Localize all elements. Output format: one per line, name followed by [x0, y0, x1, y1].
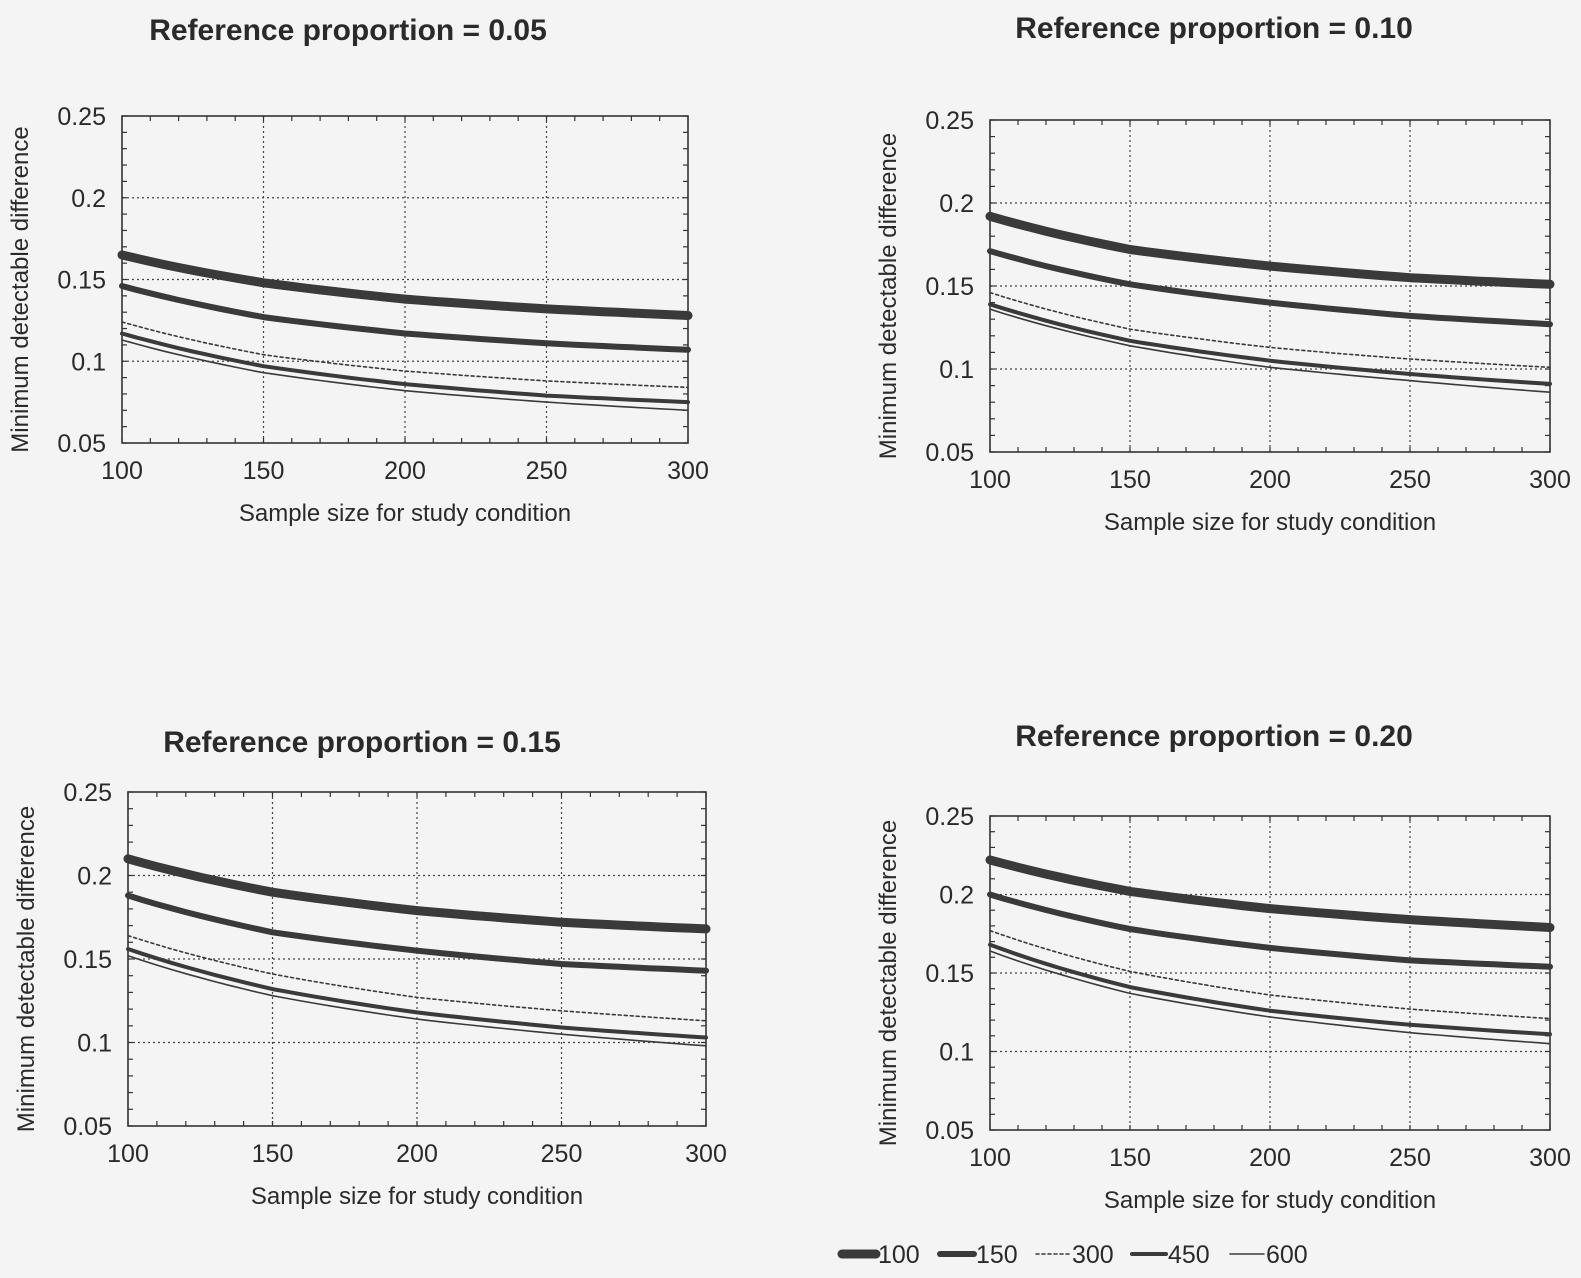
legend: 100 150 300 450 600	[837, 1241, 1308, 1269]
y-tick-label: 0.1	[71, 348, 106, 376]
x-tick-label: 100	[107, 1140, 149, 1168]
series-line-450	[126, 947, 708, 1040]
y-tick-label: 0.05	[925, 1117, 974, 1145]
chart-panel-1: Reference proportion = 0.05 100 150 200 250 3…	[7, 14, 709, 527]
x-tick-label: 100	[969, 1144, 1011, 1172]
chart-panel-2: Reference proportion = 0.10 100 150 200 250 3…	[875, 12, 1571, 536]
y-tick-label: 0.05	[63, 1113, 112, 1141]
legend-label-600: 600	[1266, 1241, 1308, 1269]
x-tick-label: 100	[969, 466, 1011, 494]
series-line-150	[987, 248, 1553, 328]
y-axis-label: Minimum detectable difference	[7, 126, 34, 452]
chart-title: Reference proportion = 0.10	[1015, 12, 1413, 45]
chart-panel-3: Reference proportion = 0.15 100 150 200 250 3…	[13, 726, 727, 1210]
x-axis-label: Sample size for study condition	[1104, 1187, 1436, 1214]
chart-title: Reference proportion = 0.15	[163, 726, 561, 759]
series-line-600	[989, 950, 1551, 1045]
y-tick-label: 0.2	[77, 863, 112, 891]
x-tick-label: 250	[1389, 1144, 1431, 1172]
x-tick-label: 250	[526, 457, 568, 485]
series-line-100	[123, 854, 711, 934]
y-tick-label: 0.2	[939, 190, 974, 218]
y-tick-label: 0.25	[925, 803, 974, 831]
series-line-150	[987, 891, 1553, 970]
x-axis-label: Sample size for study condition	[251, 1183, 583, 1210]
series-line-150	[119, 283, 691, 353]
y-tick-label: 0.05	[57, 430, 106, 458]
series-line-600	[121, 339, 689, 412]
chart-title: Reference proportion = 0.05	[149, 14, 547, 47]
x-tick-label: 200	[396, 1140, 438, 1168]
y-tick-label: 0.2	[71, 185, 106, 213]
x-tick-label: 200	[1249, 466, 1291, 494]
x-tick-label: 300	[1529, 466, 1571, 494]
series-line-600	[989, 308, 1551, 393]
y-tick-label: 0.1	[939, 356, 974, 384]
y-tick-label: 0.1	[939, 1039, 974, 1067]
x-tick-label: 150	[243, 457, 285, 485]
y-tick-label: 0.05	[925, 439, 974, 467]
series-line-450	[120, 331, 690, 405]
series-line-100	[117, 250, 693, 320]
x-tick-label: 300	[685, 1140, 727, 1168]
y-tick-label: 0.15	[63, 946, 112, 974]
x-axis-label: Sample size for study condition	[1104, 509, 1436, 536]
chart-panel-4: Reference proportion = 0.20 100 150 200 250 3…	[875, 720, 1571, 1214]
series-line-100	[985, 855, 1555, 932]
x-tick-label: 250	[541, 1140, 583, 1168]
series-line-450	[988, 302, 1552, 386]
series-line-300	[989, 929, 1551, 1020]
x-tick-label: 300	[1529, 1144, 1571, 1172]
y-axis-label: Minimum detectable difference	[875, 820, 902, 1146]
y-tick-label: 0.25	[63, 779, 112, 807]
y-tick-label: 0.15	[925, 273, 974, 301]
series-line-600	[127, 954, 707, 1047]
x-tick-label: 200	[1249, 1144, 1291, 1172]
x-tick-label: 150	[1109, 1144, 1151, 1172]
y-tick-label: 0.15	[57, 267, 106, 295]
x-tick-label: 100	[101, 457, 143, 485]
x-tick-label: 250	[1389, 466, 1431, 494]
x-tick-label: 150	[1109, 466, 1151, 494]
x-axis-label: Sample size for study condition	[239, 500, 571, 527]
series-line-450	[988, 942, 1552, 1037]
y-axis-label: Minimum detectable difference	[875, 133, 902, 459]
y-tick-label: 0.25	[925, 107, 974, 135]
legend-label-450: 450	[1168, 1241, 1210, 1269]
legend-label-300: 300	[1072, 1241, 1114, 1269]
series-line-150	[125, 892, 709, 974]
x-tick-label: 150	[252, 1140, 294, 1168]
chart-title: Reference proportion = 0.20	[1015, 720, 1413, 753]
series-line-300	[127, 934, 707, 1022]
y-tick-label: 0.2	[939, 882, 974, 910]
x-tick-label: 200	[384, 457, 426, 485]
y-tick-label: 0.15	[925, 960, 974, 988]
legend-label-150: 150	[976, 1241, 1018, 1269]
series-line-300	[989, 291, 1551, 369]
series-line-100	[985, 211, 1555, 289]
y-axis-label: Minimum detectable difference	[13, 806, 40, 1132]
x-tick-label: 300	[667, 457, 709, 485]
series-line-300	[121, 321, 689, 389]
y-tick-label: 0.1	[77, 1030, 112, 1058]
legend-label-100: 100	[878, 1241, 920, 1269]
y-tick-label: 0.25	[57, 103, 106, 131]
